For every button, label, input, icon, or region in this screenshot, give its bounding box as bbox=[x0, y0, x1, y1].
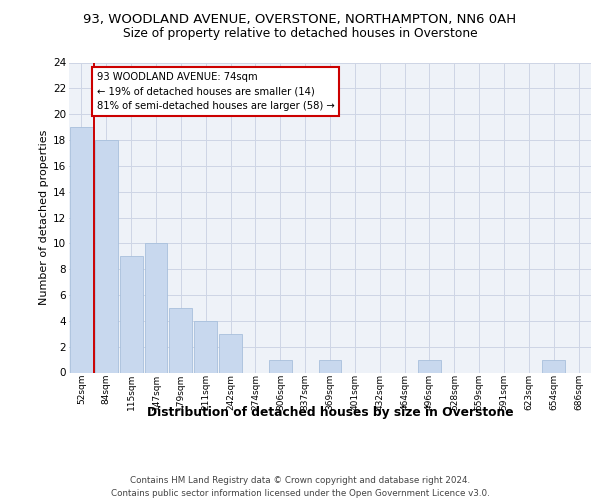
Bar bbox=[418, 360, 441, 372]
Text: Distribution of detached houses by size in Overstone: Distribution of detached houses by size … bbox=[146, 406, 514, 419]
Y-axis label: Number of detached properties: Number of detached properties bbox=[39, 130, 49, 305]
Bar bbox=[70, 127, 93, 372]
Bar bbox=[169, 308, 192, 372]
Text: Size of property relative to detached houses in Overstone: Size of property relative to detached ho… bbox=[122, 28, 478, 40]
Text: Contains HM Land Registry data © Crown copyright and database right 2024.
Contai: Contains HM Land Registry data © Crown c… bbox=[110, 476, 490, 498]
Bar bbox=[95, 140, 118, 372]
Bar bbox=[219, 334, 242, 372]
Bar bbox=[319, 360, 341, 372]
Bar bbox=[542, 360, 565, 372]
Text: 93 WOODLAND AVENUE: 74sqm
← 19% of detached houses are smaller (14)
81% of semi-: 93 WOODLAND AVENUE: 74sqm ← 19% of detac… bbox=[97, 72, 335, 111]
Text: 93, WOODLAND AVENUE, OVERSTONE, NORTHAMPTON, NN6 0AH: 93, WOODLAND AVENUE, OVERSTONE, NORTHAMP… bbox=[83, 12, 517, 26]
Bar bbox=[194, 321, 217, 372]
Bar bbox=[145, 244, 167, 372]
Bar bbox=[269, 360, 292, 372]
Bar bbox=[120, 256, 143, 372]
